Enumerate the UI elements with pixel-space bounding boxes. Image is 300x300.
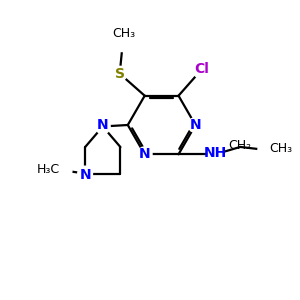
Text: CH₂: CH₂ (229, 139, 252, 152)
Circle shape (193, 63, 208, 78)
Circle shape (95, 119, 110, 134)
Circle shape (78, 166, 92, 181)
Text: CH₃: CH₃ (112, 27, 136, 40)
Circle shape (115, 37, 130, 52)
Text: H₃C: H₃C (37, 163, 60, 176)
Text: Cl: Cl (195, 62, 209, 76)
Circle shape (57, 163, 72, 178)
Circle shape (137, 147, 152, 162)
Circle shape (188, 118, 203, 132)
Text: CH₃: CH₃ (269, 142, 292, 155)
Circle shape (208, 147, 223, 162)
Text: N: N (139, 147, 151, 161)
Text: NH: NH (204, 146, 227, 160)
Circle shape (258, 142, 273, 157)
Text: N: N (97, 118, 109, 132)
Text: S: S (115, 67, 125, 81)
Text: N: N (79, 168, 91, 182)
Text: N: N (190, 118, 201, 132)
Circle shape (112, 66, 127, 81)
